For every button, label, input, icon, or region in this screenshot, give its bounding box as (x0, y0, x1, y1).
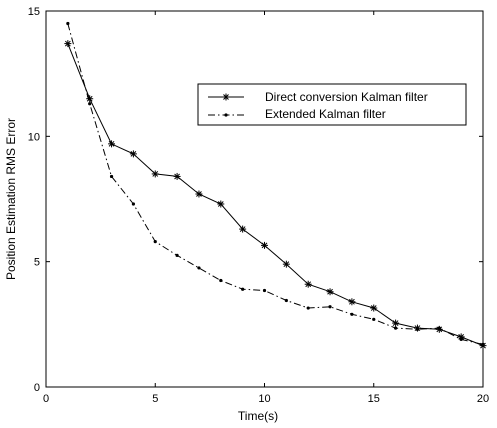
legend-box (197, 83, 467, 126)
x-tick-label: 20 (477, 393, 489, 405)
x-tick-label: 10 (258, 393, 270, 405)
data-point-dot (197, 266, 201, 270)
x-axis-label: Time(s) (238, 409, 278, 423)
data-point-dot (88, 102, 92, 106)
data-point-dot (131, 202, 135, 206)
data-point-dot (415, 327, 420, 331)
legend: Direct conversion Kalman filter Extended… (197, 83, 467, 126)
data-point-star (129, 150, 137, 158)
y-axis-label: Position Estimation RMS Error (4, 118, 18, 280)
data-point-star (173, 172, 181, 180)
data-point-dot (328, 305, 332, 309)
data-point-star (108, 140, 116, 148)
legend-label-direct: Direct conversion Kalman filter (265, 90, 428, 104)
data-point-star (151, 170, 159, 178)
data-point-dot (262, 288, 267, 293)
series-layer (64, 21, 487, 350)
y-tick-label: 10 (28, 131, 40, 143)
data-point-dot (372, 317, 376, 321)
axis-ticks: 0 5 10 15 20 0 5 10 15 (28, 6, 489, 405)
legend-marker-dot-icon (224, 113, 228, 117)
data-point-dot (284, 298, 288, 303)
data-point-dot (437, 326, 441, 330)
data-point-star (239, 225, 247, 233)
data-point-dot (175, 253, 179, 257)
data-point-star (304, 280, 312, 288)
data-point-star (195, 190, 203, 198)
legend-star-mark (222, 93, 230, 101)
data-point-dot (219, 278, 223, 283)
legend-marker-star-icon (222, 93, 230, 101)
data-point-star (326, 288, 334, 296)
data-point-star (64, 40, 72, 48)
data-point-star (282, 260, 290, 268)
x-tick-label: 0 (43, 393, 49, 405)
data-point-dot (481, 342, 485, 346)
data-point-dot (459, 337, 463, 341)
y-tick-label: 0 (34, 382, 40, 394)
data-point-dot (241, 287, 245, 291)
data-point-dot (109, 174, 114, 179)
x-tick-label: 15 (368, 393, 380, 405)
data-point-dot (306, 306, 310, 310)
data-point-star (392, 319, 400, 327)
x-tick-label: 5 (152, 393, 158, 405)
y-tick-label: 5 (34, 257, 40, 269)
data-point-star (370, 304, 378, 312)
data-point-dot (66, 21, 70, 26)
data-point-star (261, 241, 268, 249)
data-point-dot (153, 240, 157, 244)
data-point-dot (394, 326, 398, 330)
y-tick-label: 15 (28, 6, 40, 18)
legend-label-extended: Extended Kalman filter (265, 107, 386, 121)
data-point-dot (350, 312, 354, 316)
data-point-star (217, 200, 225, 208)
series-line-0 (67, 43, 484, 347)
plot-area (45, 10, 484, 388)
data-point-star (348, 298, 356, 306)
